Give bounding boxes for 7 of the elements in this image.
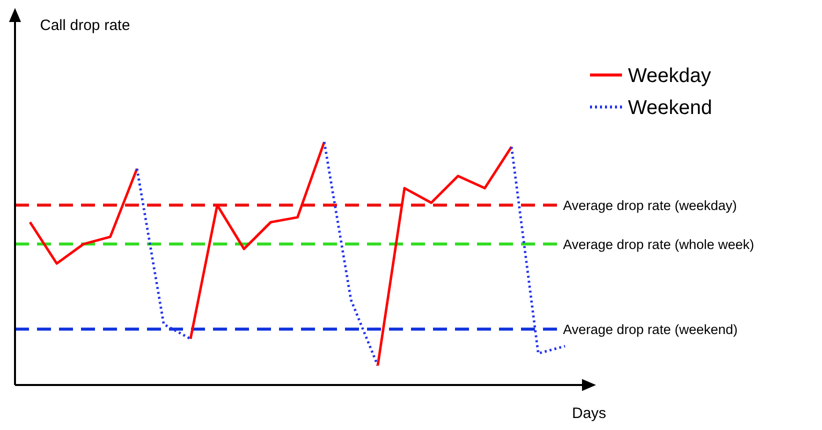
ref-line-label: Average drop rate (weekday) — [563, 198, 737, 214]
legend-label: Weekend — [628, 97, 712, 119]
ref-line-label: Average drop rate (whole week) — [563, 237, 754, 252]
text: Call drop rate — [40, 17, 130, 34]
legend-label: Weekday — [628, 65, 712, 87]
x-axis-title: Days — [572, 405, 606, 422]
ref-line-label: Average drop rate (weekend) — [563, 322, 738, 338]
